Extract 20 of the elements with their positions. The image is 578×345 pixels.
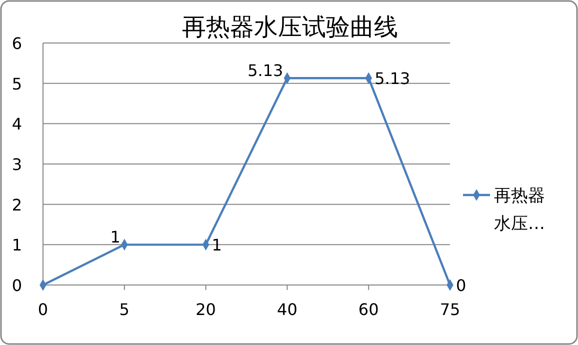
data-label: 1 [110, 228, 120, 247]
x-tick-label: 75 [440, 300, 460, 319]
x-tick-label: 5 [119, 300, 130, 319]
y-tick-label: 1 [12, 236, 22, 255]
x-tick-label: 60 [358, 300, 379, 319]
data-label: 0 [456, 276, 466, 295]
x-tick-label: 20 [196, 300, 216, 319]
y-tick-label: 4 [12, 114, 22, 134]
chart-title: 再热器水压试验曲线 [182, 13, 398, 41]
data-label: 5.13 [248, 61, 284, 80]
x-tick-label: 40 [277, 300, 298, 319]
data-label: 1 [212, 236, 222, 255]
y-tick-label: 0 [12, 276, 22, 295]
y-tick-label: 5 [12, 74, 22, 94]
y-tick-label: 6 [12, 34, 22, 53]
y-tick-label: 2 [12, 195, 22, 214]
legend-label: 再热器水压… [494, 186, 545, 234]
x-tick-label: 0 [38, 300, 48, 319]
y-tick-label: 3 [12, 155, 22, 174]
data-label: 5.13 [374, 69, 410, 88]
